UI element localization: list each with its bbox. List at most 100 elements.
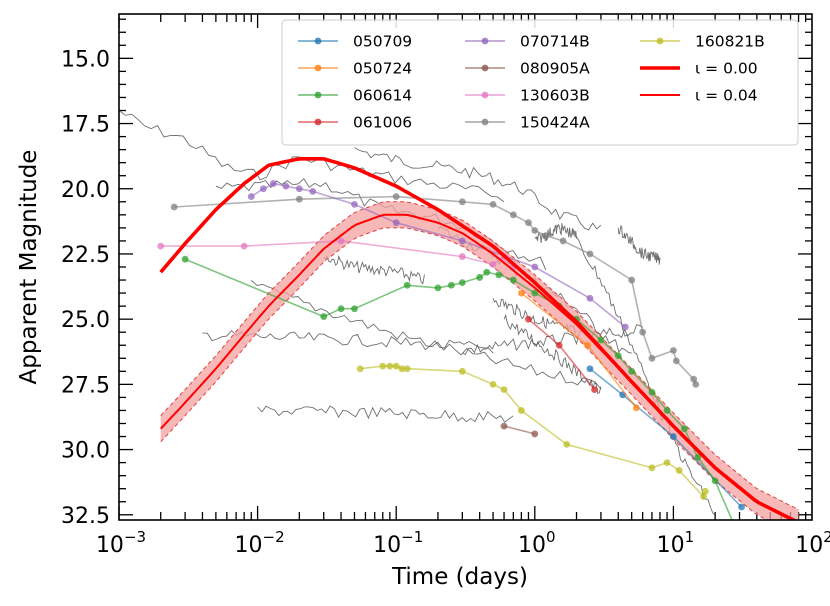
data-point (489, 380, 497, 388)
data-point (628, 367, 636, 375)
grey-light-curve (251, 280, 602, 390)
series-line (589, 368, 743, 508)
data-point (170, 203, 178, 211)
data-point (711, 477, 719, 485)
data-point (403, 281, 411, 289)
legend: 050709 050724 060614 061006 070714B 080905A 13… (281, 19, 799, 146)
legend-entry: ι = 0.04 (640, 87, 758, 105)
data-point (690, 375, 698, 383)
data-point (738, 503, 745, 511)
data-point (458, 198, 466, 206)
data-point (240, 242, 248, 250)
data-point (181, 255, 189, 263)
data-point (628, 276, 636, 284)
series-060614 (181, 255, 751, 520)
legend-entry: 060614 (298, 87, 412, 105)
legend-swatch-marker (481, 37, 489, 45)
data-point (525, 315, 532, 323)
legend-label: 080905A (520, 60, 590, 78)
model-curves (159, 157, 798, 520)
data-point (386, 362, 394, 370)
series-150424A (170, 193, 700, 388)
legend-label: ι = 0.04 (695, 87, 758, 105)
data-point (295, 185, 303, 193)
data-point (489, 260, 497, 268)
y-tick-label: 30.0 (61, 439, 110, 464)
series-080905A (500, 422, 539, 438)
x-tick-label: 10−1 (373, 528, 423, 558)
data-point (403, 365, 411, 373)
x-tick-label: 10−3 (96, 528, 146, 558)
series-061006 (525, 315, 598, 393)
data-point (663, 459, 671, 467)
y-tick-label: 20.0 (61, 178, 110, 203)
data-point (269, 180, 277, 187)
data-point (447, 281, 455, 289)
legend-label: 061006 (353, 114, 412, 132)
data-point (531, 289, 539, 297)
data-point (692, 380, 700, 388)
plot-area (119, 110, 799, 520)
legend-box (281, 19, 799, 146)
legend-entry: ι = 0.00 (640, 60, 758, 78)
data-point (586, 294, 594, 302)
grey-light-curve (576, 236, 716, 516)
x-tick-label: 102 (795, 528, 830, 558)
data-point (555, 341, 563, 349)
data-point (351, 305, 358, 313)
data-point (531, 430, 539, 438)
data-point (586, 250, 594, 258)
legend-entry: 061006 (298, 114, 412, 132)
data-point (672, 357, 680, 365)
data-point (500, 422, 508, 430)
data-point (621, 323, 629, 331)
model-band-fill (160, 201, 799, 520)
model-curve-thin (159, 213, 796, 520)
data-point (639, 328, 647, 336)
data-point (591, 386, 598, 393)
data-point (559, 237, 567, 245)
legend-swatch-marker (481, 91, 489, 99)
data-point (531, 263, 539, 271)
y-axis-label: Apparent Magnitude (16, 150, 42, 385)
data-point (398, 365, 406, 373)
y-tick-label: 22.5 (61, 243, 110, 268)
legend-swatch-marker (314, 91, 322, 99)
legend-label: 050709 (353, 33, 412, 51)
tick-labels: 10−3 10−2 10−1 100 101 102 15.0 17.5 20.0 22.5 25.… (61, 47, 830, 558)
legend-swatch-marker (481, 64, 489, 72)
data-point (648, 354, 656, 362)
data-point (563, 440, 571, 448)
model-band (160, 201, 799, 520)
series-line (520, 292, 637, 409)
data-point (632, 404, 640, 412)
data-point (680, 425, 688, 433)
legend-label: 130603B (520, 87, 590, 105)
data-point (458, 253, 466, 260)
legend-swatch-marker (314, 37, 322, 45)
data-point (495, 271, 503, 279)
data-point (392, 362, 400, 370)
legend-swatch-marker (656, 37, 664, 45)
data-point (458, 279, 466, 287)
data-point (157, 242, 165, 250)
legend-label: 160821B (695, 33, 765, 51)
grey-light-curve (323, 254, 425, 285)
data-point (476, 274, 484, 281)
data-point (259, 185, 267, 193)
data-point (295, 195, 303, 203)
legend-entry: 080905A (465, 60, 590, 78)
x-tick-label: 100 (518, 528, 556, 558)
y-tick-label: 25.0 (61, 308, 110, 333)
data-point (489, 201, 497, 208)
x-tick-label: 10−2 (235, 528, 285, 558)
series-160821B (356, 362, 709, 500)
data-point (320, 313, 328, 320)
legend-label: 150424A (520, 114, 590, 132)
data-point (517, 289, 525, 297)
data-point (337, 305, 345, 313)
legend-entry: 050724 (298, 60, 412, 78)
y-tick-label: 27.5 (61, 373, 110, 398)
data-point (670, 433, 677, 440)
data-point (586, 365, 594, 373)
